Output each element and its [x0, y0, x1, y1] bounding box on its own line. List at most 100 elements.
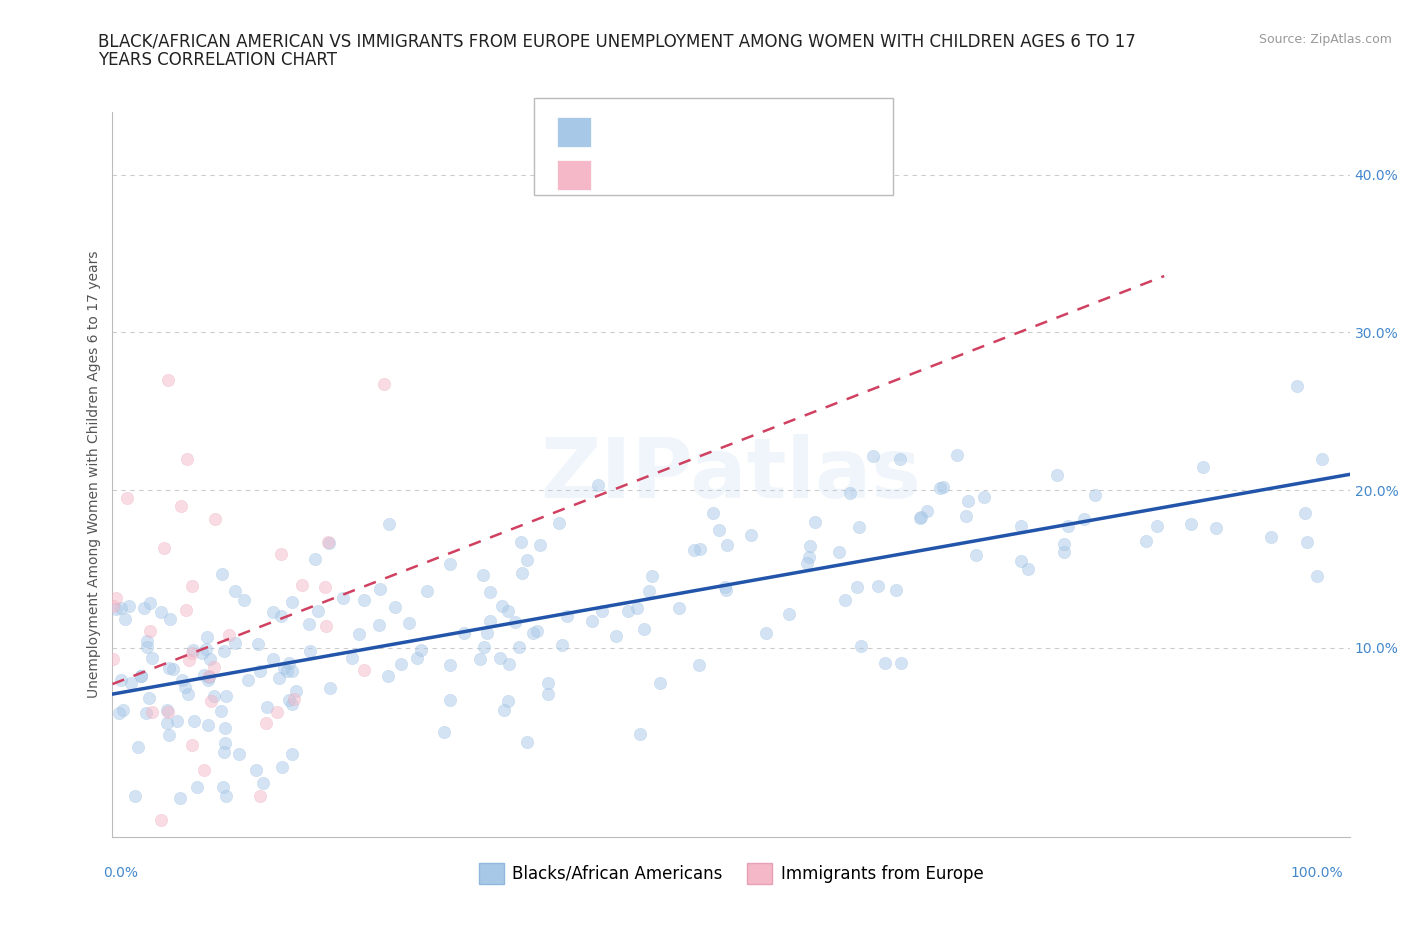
Point: [276, 663, 298, 678]
Y-axis label: Unemployment Among Women with Children Ages 6 to 17 years: Unemployment Among Women with Children A…: [87, 250, 101, 698]
Point: [193, 763, 215, 777]
Point: [280, 746, 302, 761]
Point: [105, 869, 128, 883]
Point: [406, 650, 429, 665]
Point: [245, 763, 267, 777]
Point: [277, 693, 299, 708]
Point: [177, 653, 200, 668]
Point: [155, 715, 177, 730]
Point: [307, 604, 329, 618]
Point: [415, 583, 437, 598]
Point: [281, 697, 304, 711]
Point: [316, 535, 339, 550]
Point: [131, 893, 153, 908]
Point: [1295, 535, 1317, 550]
Point: [384, 600, 406, 615]
Point: [637, 583, 659, 598]
Point: [139, 624, 162, 639]
Point: [157, 661, 180, 676]
Point: [120, 675, 142, 690]
Point: [157, 704, 180, 719]
Point: [212, 745, 235, 760]
Point: [472, 567, 495, 582]
Point: [291, 578, 314, 592]
Point: [389, 657, 412, 671]
Point: [183, 713, 205, 728]
Legend: Blacks/African Americans, Immigrants from Europe: Blacks/African Americans, Immigrants fro…: [472, 857, 990, 890]
Point: [156, 702, 179, 717]
Text: 0.650: 0.650: [645, 126, 697, 145]
Point: [633, 622, 655, 637]
Point: [716, 538, 738, 552]
Point: [714, 579, 737, 594]
Point: [956, 494, 979, 509]
Point: [557, 609, 579, 624]
Point: [277, 656, 299, 671]
Point: [149, 604, 172, 619]
Point: [101, 599, 124, 614]
Point: [256, 699, 278, 714]
Point: [353, 592, 375, 607]
Point: [176, 451, 198, 466]
Point: [491, 599, 513, 614]
Point: [439, 557, 461, 572]
Point: [1052, 537, 1074, 551]
Point: [214, 721, 236, 736]
Point: [510, 565, 533, 580]
Point: [439, 693, 461, 708]
Point: [198, 670, 221, 684]
Point: [848, 520, 870, 535]
Point: [180, 578, 202, 593]
Point: [315, 619, 337, 634]
Point: [174, 680, 197, 695]
Point: [1084, 488, 1107, 503]
Point: [849, 638, 872, 653]
Point: [159, 612, 181, 627]
Point: [110, 672, 132, 687]
Point: [688, 658, 710, 672]
Point: [873, 655, 896, 670]
Point: [929, 481, 952, 496]
Point: [202, 688, 225, 703]
Point: [349, 627, 371, 642]
Point: [238, 672, 260, 687]
Point: [496, 604, 519, 618]
Point: [212, 779, 235, 794]
Point: [195, 642, 218, 657]
Point: [215, 789, 238, 804]
Point: [799, 538, 821, 553]
Point: [314, 579, 336, 594]
Point: [262, 604, 284, 619]
Point: [537, 676, 560, 691]
Point: [377, 516, 399, 531]
Point: [202, 660, 225, 675]
Point: [439, 658, 461, 672]
Point: [498, 694, 520, 709]
Point: [157, 728, 180, 743]
Point: [1073, 512, 1095, 526]
Point: [114, 612, 136, 627]
Point: [110, 601, 132, 616]
Point: [115, 491, 138, 506]
Point: [224, 636, 246, 651]
Point: [298, 617, 321, 631]
Point: [862, 448, 884, 463]
Point: [470, 651, 492, 666]
Point: [910, 511, 932, 525]
Point: [170, 672, 193, 687]
Point: [932, 479, 955, 494]
Point: [197, 672, 219, 687]
Point: [198, 668, 221, 683]
Point: [702, 506, 724, 521]
Point: [157, 372, 180, 387]
Point: [551, 638, 574, 653]
Point: [108, 706, 131, 721]
Point: [510, 535, 533, 550]
Point: [249, 664, 271, 679]
Point: [650, 676, 672, 691]
Point: [472, 639, 495, 654]
Point: [498, 657, 520, 671]
Point: [1010, 553, 1032, 568]
Point: [138, 690, 160, 705]
Point: [605, 628, 627, 643]
